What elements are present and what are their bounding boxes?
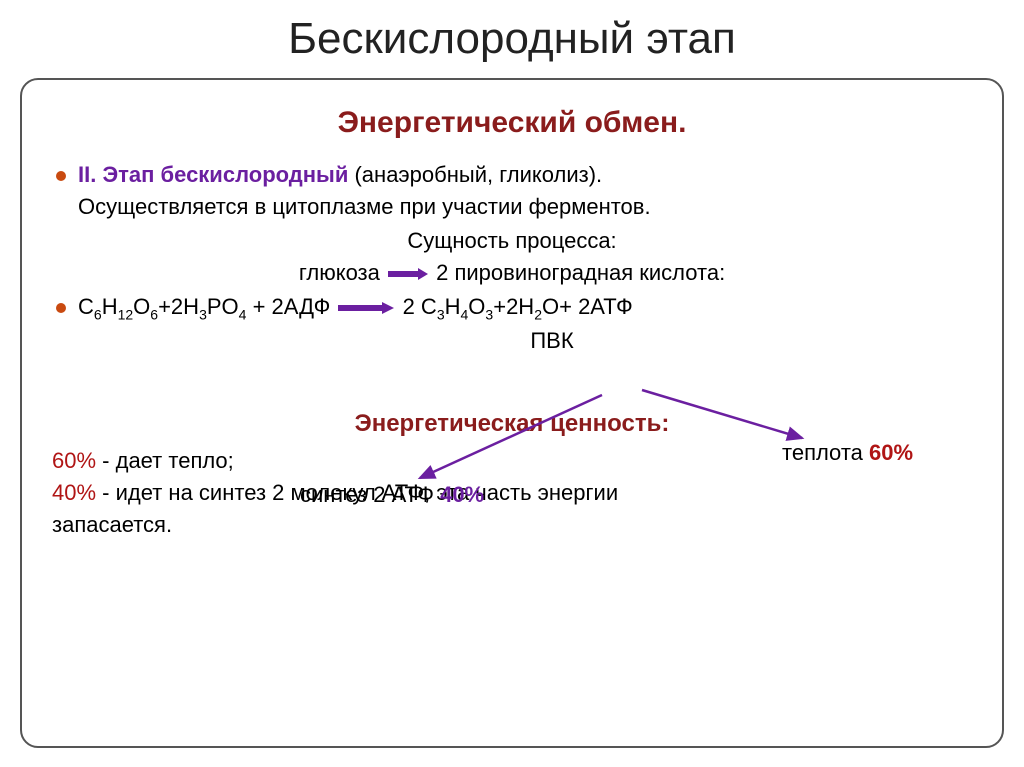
glucose-line: глюкоза 2 пировиноградная кислота: xyxy=(52,260,972,286)
eq-sub: 6 xyxy=(150,306,158,322)
glucose-left: глюкоза xyxy=(299,260,380,285)
value-sep: - xyxy=(96,480,116,505)
stage-line-1: II. Этап бескислородный (анаэробный, гли… xyxy=(52,162,972,188)
value-sep: - xyxy=(96,448,116,473)
eq-text: +2H xyxy=(493,294,534,319)
eq-sub: 3 xyxy=(437,306,445,322)
content-box: Энергетический обмен. II. Этап бескислор… xyxy=(20,78,1004,748)
page-title: Бескислородный этап xyxy=(0,0,1024,74)
synth-pct: 40% xyxy=(440,482,484,507)
eq-text: +2H xyxy=(158,294,199,319)
value-tail: запасается. xyxy=(52,512,972,538)
eq-text: O xyxy=(468,294,485,319)
glucose-right: 2 пировиноградная кислота: xyxy=(436,260,725,285)
eq-text: H xyxy=(445,294,461,319)
heat-text: теплота xyxy=(782,440,869,465)
pvc-label: ПВК xyxy=(52,328,972,354)
synth-label: синтез 2 АТФ 40% xyxy=(300,482,484,508)
arrow-icon xyxy=(388,267,428,281)
inner-title: Энергетический обмен. xyxy=(52,106,972,140)
eq-sub: 3 xyxy=(199,306,207,322)
eq-text: O xyxy=(133,294,150,319)
eq-text: PO xyxy=(207,294,239,319)
value-pct: 40% xyxy=(52,480,96,505)
eq-sub: 12 xyxy=(118,306,134,322)
eq-text: C xyxy=(78,294,94,319)
value-pct: 60% xyxy=(52,448,96,473)
bullet-icon xyxy=(56,171,66,181)
eq-text: 2 C xyxy=(403,294,437,319)
eq-text: H xyxy=(102,294,118,319)
essence-label: Сущность процесса: xyxy=(52,228,972,254)
bullet-icon xyxy=(56,303,66,313)
heat-pct: 60% xyxy=(869,440,913,465)
value-title: Энергетическая ценность: xyxy=(52,410,972,438)
stage-label: Этап бескислородный xyxy=(102,162,348,187)
eq-sub: 2 xyxy=(534,306,542,322)
eq-sub: 6 xyxy=(94,306,102,322)
arrow-icon xyxy=(338,301,394,315)
eq-text: O+ 2АТФ xyxy=(542,294,633,319)
value-line-2: 40% - идет на синтез 2 молекул АТФ, эта … xyxy=(52,480,972,506)
heat-label: теплота 60% xyxy=(782,440,913,466)
stage-roman: II. xyxy=(78,162,96,187)
equation-line: C6H12O6+2H3PO4 + 2АДФ 2 C3H4O3+2H2O+ 2АТ… xyxy=(52,294,972,322)
eq-text: + 2АДФ xyxy=(246,294,330,319)
stage-paren: (анаэробный, гликолиз). xyxy=(354,162,602,187)
value-text: дает тепло; xyxy=(116,448,234,473)
synth-text: синтез 2 АТФ xyxy=(300,482,440,507)
stage-desc: Осуществляется в цитоплазме при участии … xyxy=(52,194,972,220)
